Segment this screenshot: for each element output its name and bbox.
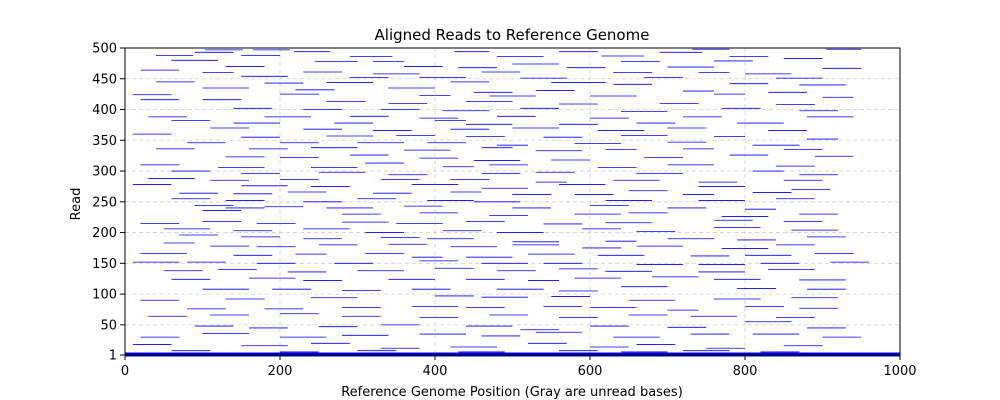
y-axis-label: Read (69, 188, 84, 221)
y-tick-label: 450 (92, 72, 117, 87)
y-tick-label: 150 (92, 257, 117, 272)
y-tick-label: 300 (92, 165, 117, 180)
x-tick-label: 600 (578, 364, 603, 379)
y-tick-label: 200 (92, 226, 117, 241)
chart-title: Aligned Reads to Reference Genome (375, 26, 650, 44)
reads-layer (132, 47, 869, 353)
x-tick-label: 800 (733, 364, 758, 379)
y-tick-label: 50 (100, 318, 117, 333)
x-tick-label: 0 (121, 364, 129, 379)
y-tick-label: 1 (109, 349, 117, 364)
x-tick-label: 400 (423, 364, 448, 379)
x-tick-label: 200 (268, 364, 293, 379)
y-tick-label: 250 (92, 195, 117, 210)
y-tick-label: 350 (92, 134, 117, 149)
y-tick-label: 500 (92, 42, 117, 57)
x-axis: 0 200 400 600 800 1000 (121, 355, 917, 379)
y-tick-label: 100 (92, 288, 117, 303)
y-tick-label: 400 (92, 103, 117, 118)
x-tick-label: 1000 (883, 364, 916, 379)
x-axis-label: Reference Genome Position (Gray are unre… (341, 385, 683, 400)
